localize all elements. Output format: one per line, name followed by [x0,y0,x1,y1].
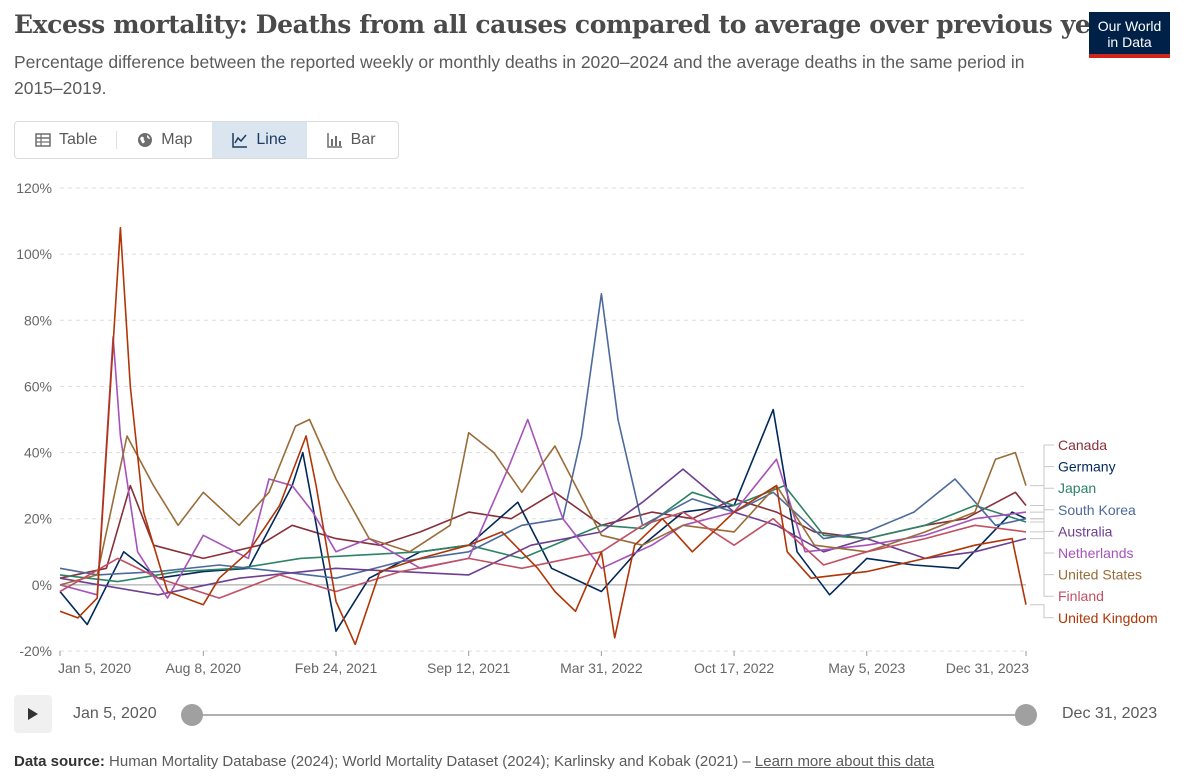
source-text: Human Mortality Database (2024); World M… [109,753,751,770]
tab-line-label: Line [256,131,287,148]
chart-subtitle: Percentage difference between the report… [14,52,1025,98]
series-line [59,418,1027,586]
series-line [59,336,1027,599]
tab-bar-label: Bar [350,131,376,148]
x-tick-label: Sep 12, 2021 [427,660,511,676]
y-tick-label: 120% [16,180,52,196]
logo-line-2: in Data [1107,34,1152,50]
legend-connector [1030,604,1054,619]
series-line [59,408,1027,633]
tab-map[interactable]: Map [117,122,212,158]
x-tick-label: Feb 24, 2021 [295,660,378,676]
series-line [59,226,1027,646]
legend-connector [1030,485,1054,576]
y-tick-label: 80% [24,312,52,328]
bar-chart-icon [326,132,343,148]
series-line [59,293,1027,580]
legend-connector [1030,531,1054,597]
legend-connector [1030,530,1054,540]
y-tick-label: 100% [16,246,52,262]
y-tick-label: 60% [24,378,52,394]
timeline-end-label: Dec 31, 2023 [1062,705,1158,722]
legend-label: Canada [1058,437,1107,453]
learn-more-link[interactable]: Learn more about this data [754,753,935,770]
tab-line[interactable]: Line [212,122,307,158]
play-button[interactable] [14,695,52,733]
legend-label: United States [1058,567,1142,583]
play-icon [28,708,38,720]
legend-label: South Korea [1058,502,1136,518]
legend-label: Japan [1058,480,1096,496]
legend-label: Finland [1058,588,1104,604]
legend-connector [1030,509,1054,520]
timeline-start-label: Jan 5, 2020 [73,705,157,722]
data-source: Data source: Human Mortality Database (2… [14,753,934,770]
y-tick-label: 0% [32,577,52,593]
legend-label: Australia [1058,523,1113,539]
legend-label: Germany [1058,459,1116,475]
table-icon [35,132,51,148]
timeline-end-handle[interactable] [1015,704,1037,726]
timeline-start-handle[interactable] [181,704,203,726]
timeline-track[interactable] [192,714,1026,716]
x-tick-label: Oct 17, 2022 [694,660,774,676]
tab-bar[interactable]: Bar [307,122,396,158]
tab-map-label: Map [161,131,193,148]
view-tabs: Table Map Line Bar [14,121,399,159]
legend-label: Netherlands [1058,545,1134,561]
source-label: Data source: [14,753,105,770]
legend-label: United Kingdom [1058,610,1158,626]
x-tick-label: Jan 5, 2020 [58,660,131,676]
owid-logo[interactable]: Our World in Data [1089,12,1170,58]
legend-connector [1030,466,1054,520]
line-chart: -20% 0% 20% 40% 60% 80% 100% 120% Jan 5, 2020 Aug… [16,180,1158,676]
x-tick-label: May 5, 2023 [828,660,905,676]
tab-table-label: Table [59,131,98,148]
y-tick-label: 40% [24,445,52,461]
timeline: Jan 5, 2020 Dec 31, 2023 [0,690,1186,740]
globe-icon [137,132,153,148]
chart-title: Excess mortality: Deaths from all causes… [14,10,1133,39]
tab-table[interactable]: Table [15,122,118,158]
legend-connector [1030,444,1054,506]
y-tick-label: -20% [19,643,52,659]
x-tick-label: Mar 31, 2022 [560,660,643,676]
y-tick-label: 20% [24,511,52,527]
logo-line-1: Our World [1097,18,1162,34]
line-chart-icon [232,132,248,148]
x-tick-label: Dec 31, 2023 [946,660,1029,676]
x-tick-label: Aug 8, 2020 [166,660,242,676]
